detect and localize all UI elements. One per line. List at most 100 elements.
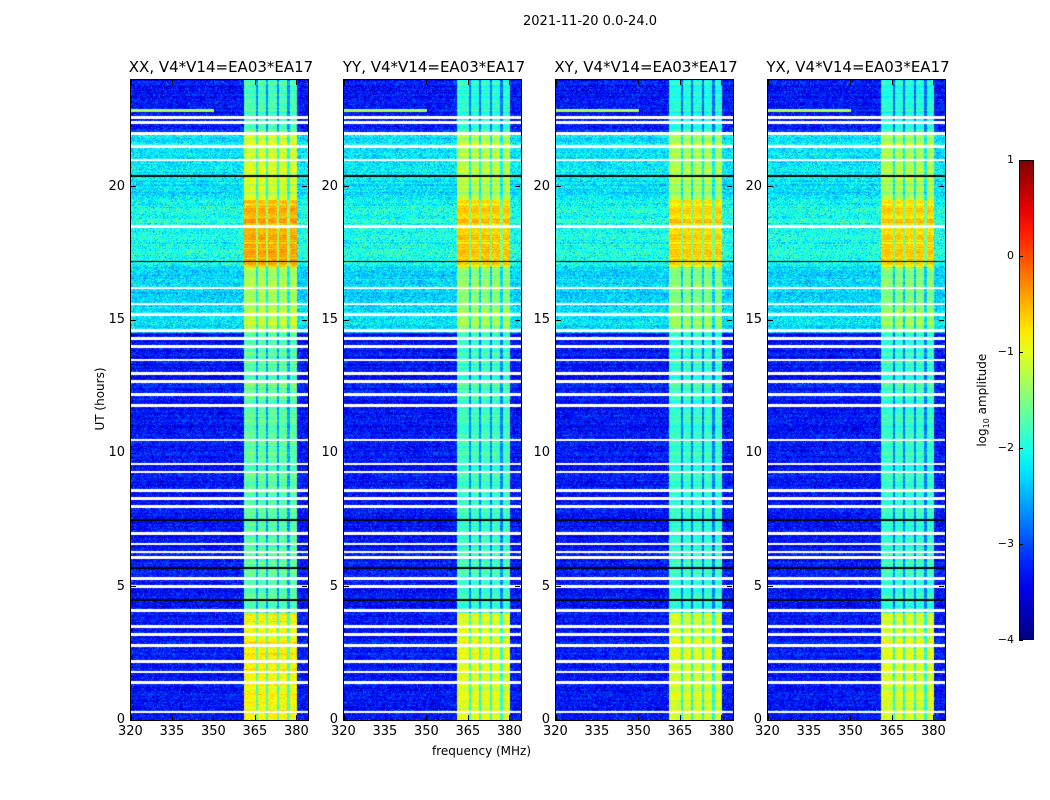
x-tick-mark (384, 715, 386, 720)
y-tick-mark (939, 319, 944, 321)
y-tick-mark (556, 719, 561, 721)
y-tick-label: 5 (541, 578, 550, 594)
colorbar-tick-label: −2 (997, 441, 1014, 454)
x-tick-label: 335 (796, 724, 822, 739)
x-tick-mark (130, 80, 132, 85)
axes-frame (130, 79, 309, 721)
y-tick-label: 10 (745, 445, 762, 461)
y-tick-label: 15 (108, 312, 125, 327)
y-tick-mark (344, 719, 349, 721)
y-tick-label: 0 (329, 712, 338, 727)
colorbar (1019, 160, 1034, 640)
x-tick-label: 335 (584, 724, 610, 739)
axes-frame (555, 79, 734, 721)
x-tick-label: 365 (667, 724, 693, 739)
x-tick-mark (891, 80, 893, 85)
x-tick-label: 320 (331, 724, 356, 739)
waterfall-panel-3: XY, V4*V14=EA03*EA17 320 335 350 365 380 0 5 10 1… (533, 58, 737, 739)
panel-title: YX, V4*V14=EA03*EA17 (766, 58, 950, 76)
y-tick-mark (344, 186, 349, 188)
x-tick-mark (596, 80, 598, 85)
colorbar-tick-label: −4 (997, 633, 1014, 646)
x-tick-label: 380 (708, 724, 734, 739)
x-tick-label: 320 (755, 724, 780, 739)
colorbar-tick-mark (1019, 255, 1023, 257)
y-tick-mark (344, 586, 349, 588)
x-tick-label: 380 (920, 724, 946, 739)
y-tick-label: 15 (533, 312, 550, 327)
y-tick-mark (515, 719, 520, 721)
y-axis-label: UT (hours) (93, 367, 107, 431)
x-tick-label: 350 (200, 724, 226, 739)
colorbar-tick-mark (1019, 159, 1023, 161)
x-tick-mark (596, 715, 598, 720)
x-tick-mark (555, 80, 557, 85)
x-tick-mark (296, 80, 298, 85)
y-tick-label: 15 (745, 312, 762, 327)
x-tick-label: 365 (242, 724, 268, 739)
x-tick-label: 365 (455, 724, 481, 739)
x-tick-label: 320 (118, 724, 143, 739)
x-tick-mark (467, 80, 469, 85)
x-tick-mark (130, 715, 132, 720)
colorbar-tick-label: −3 (997, 537, 1014, 550)
y-tick-mark (556, 586, 561, 588)
y-tick-label: 10 (533, 445, 550, 461)
y-tick-mark (727, 719, 732, 721)
y-tick-mark (515, 319, 520, 321)
x-tick-label: 335 (372, 724, 398, 739)
y-tick-mark (302, 719, 307, 721)
y-tick-mark (515, 186, 520, 188)
x-tick-mark (767, 80, 769, 85)
x-tick-mark (171, 80, 173, 85)
y-tick-mark (939, 586, 944, 588)
panel-title: XY, V4*V14=EA03*EA17 (554, 58, 738, 76)
y-tick-mark (727, 186, 732, 188)
panel-title: YY, V4*V14=EA03*EA17 (342, 58, 526, 76)
colorbar-tick-mark (1019, 447, 1023, 449)
x-tick-mark (254, 715, 256, 720)
x-tick-label: 335 (159, 724, 185, 739)
x-tick-label: 365 (879, 724, 905, 739)
panel-title: XX, V4*V14=EA03*EA17 (128, 58, 314, 76)
y-tick-mark (131, 719, 136, 721)
x-tick-label: 380 (283, 724, 309, 739)
x-tick-mark (933, 80, 935, 85)
y-tick-mark (515, 586, 520, 588)
y-tick-mark (768, 719, 773, 721)
waterfall-heatmap (768, 80, 945, 720)
y-tick-label: 0 (116, 712, 125, 727)
waterfall-panel-1: XX, V4*V14=EA03*EA17 320 335 350 365 380 0 5 10 1… (108, 58, 313, 739)
y-tick-mark (131, 586, 136, 588)
x-tick-mark (343, 715, 345, 720)
y-tick-mark (768, 186, 773, 188)
y-tick-mark (939, 719, 944, 721)
y-tick-label: 5 (329, 578, 338, 594)
y-tick-mark (344, 452, 349, 454)
colorbar-tick-mark (1019, 351, 1023, 353)
y-tick-label: 20 (321, 178, 338, 194)
y-tick-mark (302, 452, 307, 454)
x-tick-mark (171, 715, 173, 720)
y-tick-label: 5 (753, 578, 762, 594)
y-tick-mark (556, 319, 561, 321)
y-tick-mark (515, 452, 520, 454)
figure-title: 2021-11-20 0.0-24.0 (523, 14, 657, 29)
x-tick-label: 320 (543, 724, 568, 739)
x-tick-mark (933, 715, 935, 720)
axes-frame (767, 79, 946, 721)
x-tick-mark (213, 715, 215, 720)
waterfall-heatmap (344, 80, 521, 720)
y-tick-mark (131, 186, 136, 188)
y-tick-mark (727, 452, 732, 454)
x-tick-mark (721, 715, 723, 720)
y-tick-mark (727, 586, 732, 588)
y-tick-label: 0 (541, 712, 550, 727)
x-axis-label: frequency (MHz) (432, 744, 532, 758)
x-tick-mark (891, 715, 893, 720)
y-tick-label: 15 (321, 312, 338, 327)
x-tick-label: 350 (625, 724, 651, 739)
x-tick-mark (808, 715, 810, 720)
y-tick-mark (939, 186, 944, 188)
